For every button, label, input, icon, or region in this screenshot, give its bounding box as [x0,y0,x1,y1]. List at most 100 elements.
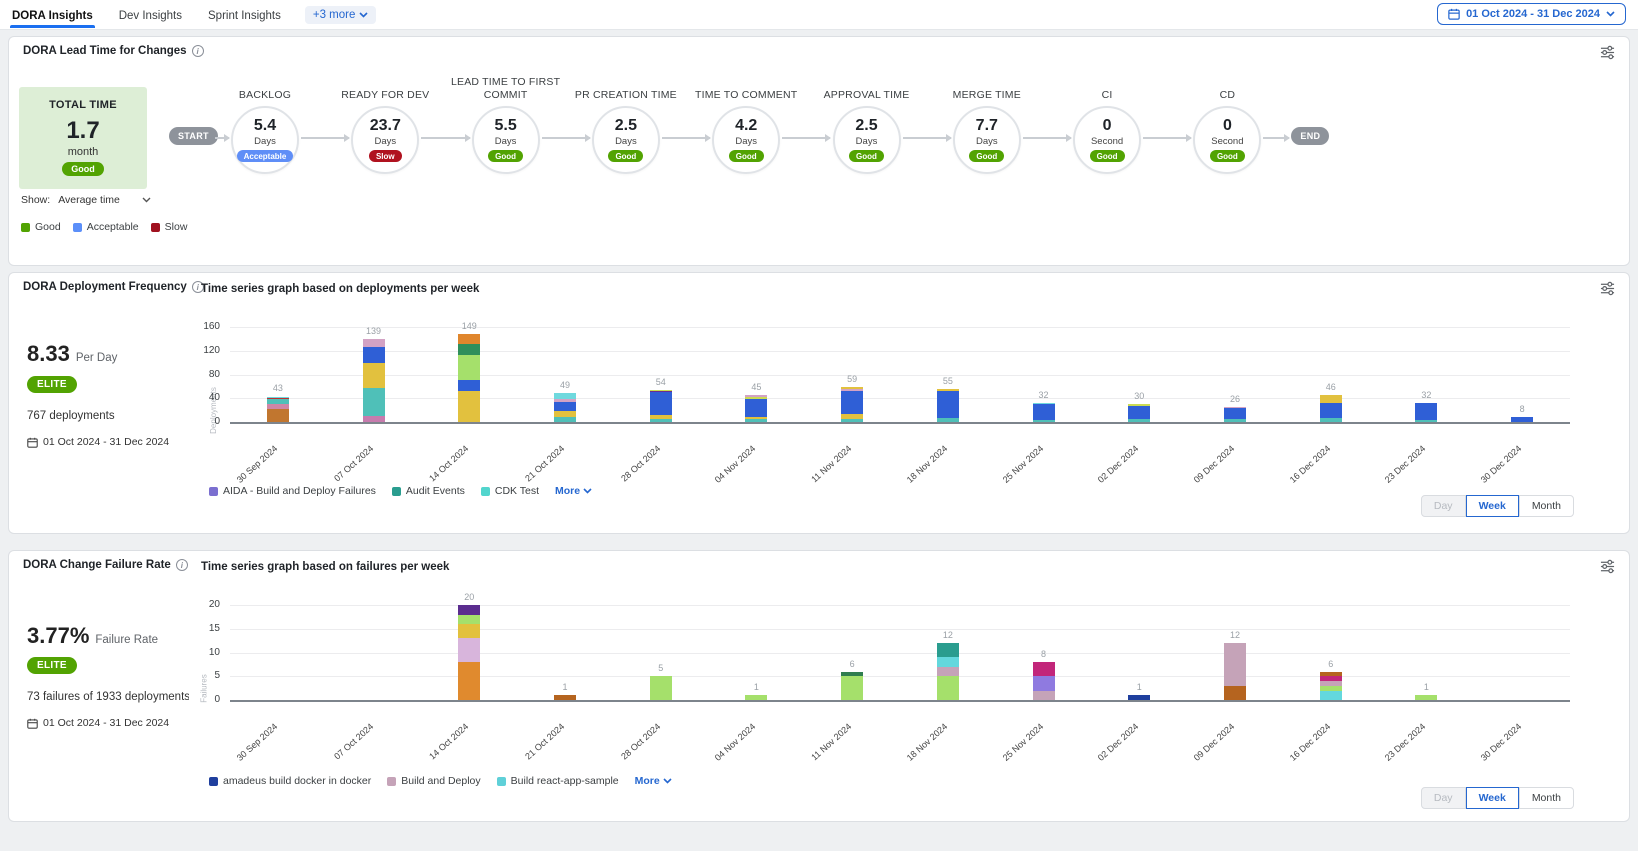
legend-swatch [209,486,218,496]
stage-circle[interactable]: 5.5 Days Good [471,106,540,174]
x-tick-label: 02 Dec 2024 [1096,721,1141,763]
flow-arrow-icon [1263,134,1291,141]
bar[interactable] [1128,404,1151,422]
toggle-month[interactable]: Month [1518,495,1574,517]
legend-label: amadeus build docker in docker [223,775,372,787]
stage-circle[interactable]: 2.5 Days Good [591,106,660,174]
stage-circle[interactable]: 2.5 Days Good [832,106,901,174]
bar[interactable] [554,392,576,422]
tab-dev-insights[interactable]: Dev Insights [118,9,182,22]
date-range-picker[interactable]: 01 Oct 2024 - 31 Dec 2024 [1437,3,1626,25]
bar[interactable] [649,389,672,422]
bar[interactable] [362,339,385,422]
stage-unit: Days [975,136,998,147]
change-failure-panel: DORA Change Failure Rate i Time series g… [8,550,1630,822]
bar-value-label: 26 [1229,393,1241,404]
bar[interactable] [554,695,576,700]
toggle-week[interactable]: Week [1465,495,1519,517]
stage-circle[interactable]: 5.4 Days Acceptable [231,106,299,174]
show-dropdown[interactable]: Show: Average time [21,194,151,206]
bar-segment [841,414,864,420]
bar[interactable] [1415,695,1438,700]
bar[interactable] [1319,394,1342,422]
legend-item-slow: Slow [150,221,187,233]
info-icon[interactable]: i [175,559,188,571]
bar[interactable] [649,676,672,700]
bar-segment [1319,681,1342,686]
bar[interactable] [1032,662,1055,700]
flow-stage-lead-time-to-first-commit: LEAD TIME TO FIRST COMMIT 5.5 Days Good [446,72,566,174]
y-tick-label: 15 [208,622,220,634]
bar[interactable] [1319,671,1342,700]
bar[interactable] [266,396,289,422]
toggle-day[interactable]: Day [1420,495,1466,517]
bar[interactable] [745,395,768,422]
x-tick-label: 09 Dec 2024 [1191,721,1237,763]
bar[interactable] [936,389,959,422]
x-tick-label: 18 Nov 2024 [904,721,950,763]
bar[interactable] [936,643,959,700]
bar-value-label: 12 [942,630,953,640]
bar-segment [458,624,481,639]
toggle-week[interactable]: Week [1465,787,1519,809]
stage-value: 0 [1222,117,1232,134]
bar-segment [936,643,959,658]
flow-arrow-icon [1143,134,1193,141]
stage-circle[interactable]: 7.7 Days Good [952,106,1021,174]
chart-settings-icon[interactable] [1600,45,1615,65]
stage-circle[interactable]: 4.2 Days Good [712,106,781,174]
bar[interactable] [841,671,864,700]
x-tick-label: 23 Dec 2024 [1383,721,1428,763]
calendar-icon [1448,8,1460,20]
deployment-chart: Deployments 0 40 80 120 160 43 30 Sep 2024 139 07… [194,313,1589,498]
flow-stage-merge-time: MERGE TIME 7.7 Days Good [927,72,1047,174]
failure-title-text: DORA Change Failure Rate [23,559,171,571]
chart-settings-icon[interactable] [1600,281,1615,301]
x-tick-label: 30 Sep 2024 [234,721,280,763]
bar-segment [936,657,959,667]
bar-segment [362,339,385,347]
tab-sprint-insights[interactable]: Sprint Insights [208,9,281,22]
gridline [230,605,1570,606]
legend-more-link[interactable]: More [635,775,672,787]
toggle-month[interactable]: Month [1518,787,1574,809]
bar[interactable] [1224,406,1246,422]
bar-segment [458,344,481,355]
info-icon[interactable]: i [191,45,204,57]
flow-stage-cd: CD 0 Second Good [1167,72,1287,174]
bar-value-label: 8 [1041,649,1047,659]
tab-dora-insights[interactable]: DORA Insights [10,3,95,28]
stage-circle[interactable]: 0 Second Good [1193,106,1262,174]
flow-stage-ci: CI 0 Second Good [1047,72,1167,174]
stage-circle[interactable]: 0 Second Good [1073,106,1142,174]
stage-circle[interactable]: 23.7 Days Slow [351,106,420,174]
bar-value-label: 49 [559,379,571,390]
total-time-value: 1.7 [66,117,100,144]
toggle-day[interactable]: Day [1420,787,1466,809]
y-tick-label: 40 [208,392,220,404]
bar-segment [266,404,289,409]
info-icon[interactable]: i [191,281,204,293]
bar-segment [1511,417,1534,422]
stage-name: PR CREATION TIME [574,88,677,101]
bar[interactable] [745,695,768,700]
failure-interval-toggle: Day Week Month [1420,787,1574,809]
bar[interactable] [1415,403,1438,422]
legend-label: Build react-app-sample [510,775,619,787]
bar-segment [1128,419,1151,422]
bar-segment [649,391,672,393]
bar[interactable] [841,386,864,422]
bar[interactable] [1032,403,1055,422]
bar-segment [745,396,768,399]
bar[interactable] [458,605,481,700]
tabs-more-button[interactable]: +3 more [304,6,377,24]
chart-settings-icon[interactable] [1600,559,1615,579]
bar[interactable] [458,333,481,422]
bar[interactable] [1224,643,1246,700]
legend-more-link[interactable]: More [555,485,592,497]
total-time-card: TOTAL TIME 1.7 month Good [19,87,147,189]
failure-title: DORA Change Failure Rate i [23,559,188,571]
bar[interactable] [1511,417,1534,422]
bar[interactable] [1128,695,1151,700]
bar-segment [1319,685,1342,691]
